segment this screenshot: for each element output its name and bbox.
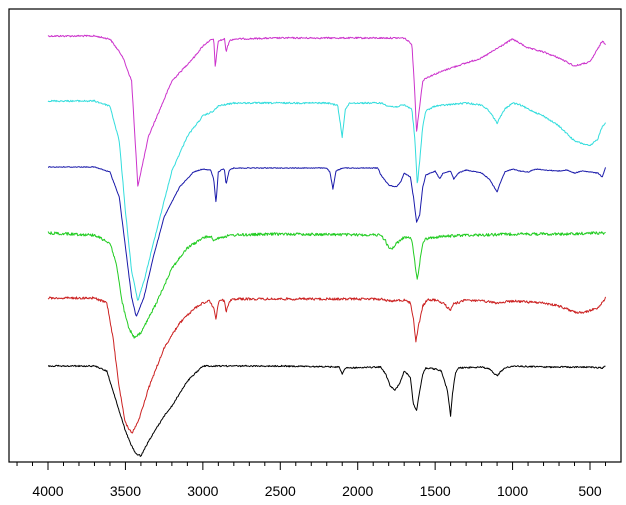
spectrum-line-4 <box>47 231 606 339</box>
x-tick-label: 2500 <box>265 483 296 499</box>
spectra-group <box>47 34 606 457</box>
plot-frame <box>8 8 622 463</box>
spectrum-line-3 <box>48 166 606 317</box>
spectrum-line-5 <box>47 296 606 434</box>
x-tick-label: 3000 <box>187 483 218 499</box>
x-tick-label: 3500 <box>110 483 141 499</box>
x-tick-label: 1000 <box>497 483 528 499</box>
spectrum-line-1 <box>47 34 606 187</box>
x-tick-label: 500 <box>578 483 602 499</box>
spectrum-line-2 <box>47 99 606 301</box>
x-tick-label: 4000 <box>32 483 63 499</box>
x-tick-label: 2000 <box>342 483 373 499</box>
x-axis: 4000 3500 3000 2500 2000 1500 1000 500 <box>16 462 606 499</box>
x-tick-label: 1500 <box>420 483 451 499</box>
spectrum-line-6 <box>48 364 606 457</box>
